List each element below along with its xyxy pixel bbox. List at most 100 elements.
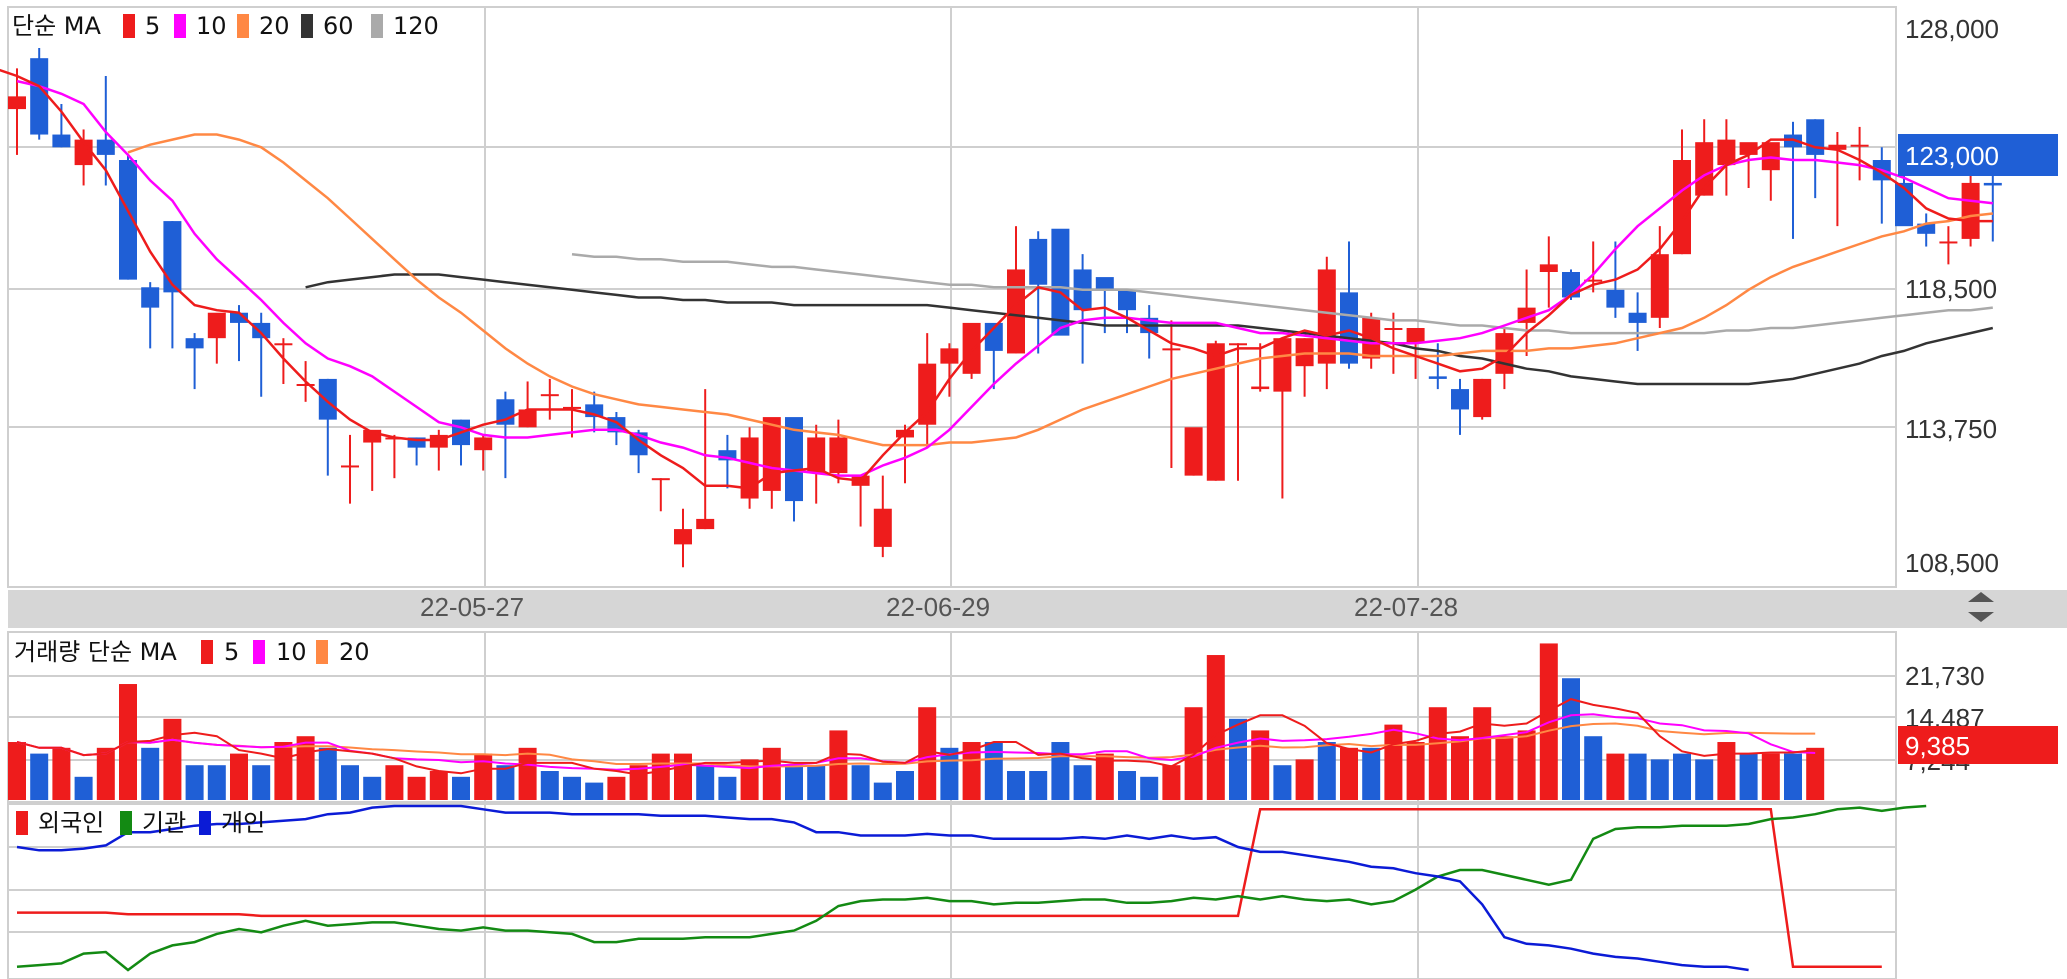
candle-body bbox=[407, 437, 426, 448]
volume-bar bbox=[918, 707, 937, 800]
volume-bar bbox=[829, 730, 848, 800]
candle-body bbox=[141, 287, 160, 308]
volume-bar bbox=[718, 776, 737, 800]
candle-body bbox=[762, 417, 781, 491]
current-volume-tag bbox=[1898, 726, 2058, 764]
resize-handle-icon[interactable] bbox=[1968, 592, 1994, 622]
volume-bar bbox=[674, 753, 692, 800]
legend-swatch-institution bbox=[120, 811, 132, 835]
volume-bar bbox=[607, 776, 626, 800]
volume-bar bbox=[474, 753, 493, 800]
volume-bar bbox=[185, 765, 204, 800]
volume-bar bbox=[1473, 707, 1492, 800]
legend-label-individual: 개인 bbox=[221, 809, 265, 837]
volume-bar bbox=[1606, 753, 1625, 800]
volume-bar bbox=[696, 765, 715, 800]
volume-ma20-line bbox=[16, 722, 1816, 768]
legend-swatch-vma20 bbox=[316, 640, 328, 664]
candle-body bbox=[1273, 338, 1292, 392]
volume-bar bbox=[274, 742, 293, 800]
foreign-line bbox=[17, 808, 1882, 968]
volume-bar bbox=[1118, 771, 1136, 800]
price-tick-label: 113,750 bbox=[1905, 414, 1997, 444]
volume-bar bbox=[1295, 759, 1314, 800]
candle-body bbox=[829, 437, 848, 474]
candle-body bbox=[1806, 119, 1825, 155]
candle-body bbox=[651, 478, 670, 481]
volume-bar bbox=[1717, 742, 1736, 800]
candle-body bbox=[1606, 289, 1625, 308]
volume-bar bbox=[807, 765, 826, 800]
candle-body bbox=[185, 338, 204, 349]
candle-body bbox=[296, 384, 315, 386]
volume-bar bbox=[452, 776, 470, 800]
volume-bar bbox=[740, 759, 759, 800]
volume-bar bbox=[1761, 753, 1780, 800]
volume-bar bbox=[30, 753, 49, 800]
volume-bar bbox=[1206, 655, 1225, 800]
volume-bar bbox=[1739, 753, 1758, 800]
volume-bar bbox=[1051, 742, 1070, 800]
volume-bar bbox=[52, 747, 71, 800]
volume-bars bbox=[8, 643, 1825, 800]
volume-bar bbox=[1095, 753, 1114, 800]
ma20-line bbox=[127, 133, 1993, 447]
volume-bar bbox=[651, 753, 670, 800]
volume-bar bbox=[407, 776, 426, 800]
price-legend-title: 단순 MA bbox=[12, 12, 101, 40]
volume-bar bbox=[563, 776, 581, 800]
date-label: 22-05-27 bbox=[420, 592, 524, 622]
price-legend: 단순 MA 5 10 20 60 120 bbox=[12, 12, 439, 40]
candle-body bbox=[1340, 292, 1358, 364]
candle-body bbox=[1917, 223, 1936, 234]
volume-bar bbox=[1806, 747, 1825, 800]
candle-body bbox=[1850, 144, 1869, 147]
candle-body bbox=[1095, 277, 1114, 290]
legend-label-ma20: 20 bbox=[259, 12, 290, 40]
volume-bar bbox=[1673, 753, 1691, 800]
candle-body bbox=[1473, 378, 1492, 418]
volume-bar bbox=[385, 765, 404, 800]
candle-body bbox=[807, 437, 826, 474]
candle-body bbox=[984, 322, 1003, 351]
volume-tick-label: 21,730 bbox=[1905, 661, 1985, 691]
volume-ma-lines bbox=[16, 698, 1816, 776]
candle-body bbox=[8, 96, 26, 110]
candle-body bbox=[873, 508, 892, 547]
volume-bar bbox=[1362, 747, 1381, 800]
legend-swatch-ma20 bbox=[237, 14, 249, 38]
candle-body bbox=[1650, 254, 1669, 318]
volume-bar bbox=[8, 742, 26, 800]
candle-body bbox=[962, 322, 981, 374]
price-tick-label: 118,500 bbox=[1905, 274, 1997, 304]
candle-body bbox=[940, 348, 959, 364]
volume-bar bbox=[496, 765, 515, 800]
legend-swatch-individual bbox=[199, 811, 211, 835]
volume-bar bbox=[629, 765, 648, 800]
candle-body bbox=[1761, 142, 1780, 171]
legend-swatch-ma120 bbox=[371, 14, 383, 38]
legend-label-institution: 기관 bbox=[142, 809, 186, 837]
candle-body bbox=[674, 529, 692, 545]
volume-bar bbox=[585, 782, 604, 800]
volume-bar bbox=[207, 765, 226, 800]
volume-bar bbox=[429, 771, 448, 800]
volume-bar bbox=[984, 742, 1003, 800]
volume-bar bbox=[1784, 753, 1802, 800]
volume-bar bbox=[1384, 724, 1403, 800]
volume-bar bbox=[1517, 730, 1536, 800]
candle-body bbox=[1384, 328, 1403, 330]
candle-body bbox=[696, 518, 715, 530]
volume-bar bbox=[230, 753, 248, 800]
candle-body bbox=[1206, 343, 1225, 481]
candle-body bbox=[119, 160, 137, 280]
volume-bar bbox=[851, 765, 870, 800]
candle-body bbox=[274, 343, 293, 346]
ma60-line bbox=[305, 273, 1994, 386]
candle-body bbox=[1295, 338, 1314, 367]
volume-ma10-line bbox=[16, 713, 1816, 771]
candle-body bbox=[718, 450, 737, 461]
volume-bar bbox=[1007, 771, 1025, 800]
